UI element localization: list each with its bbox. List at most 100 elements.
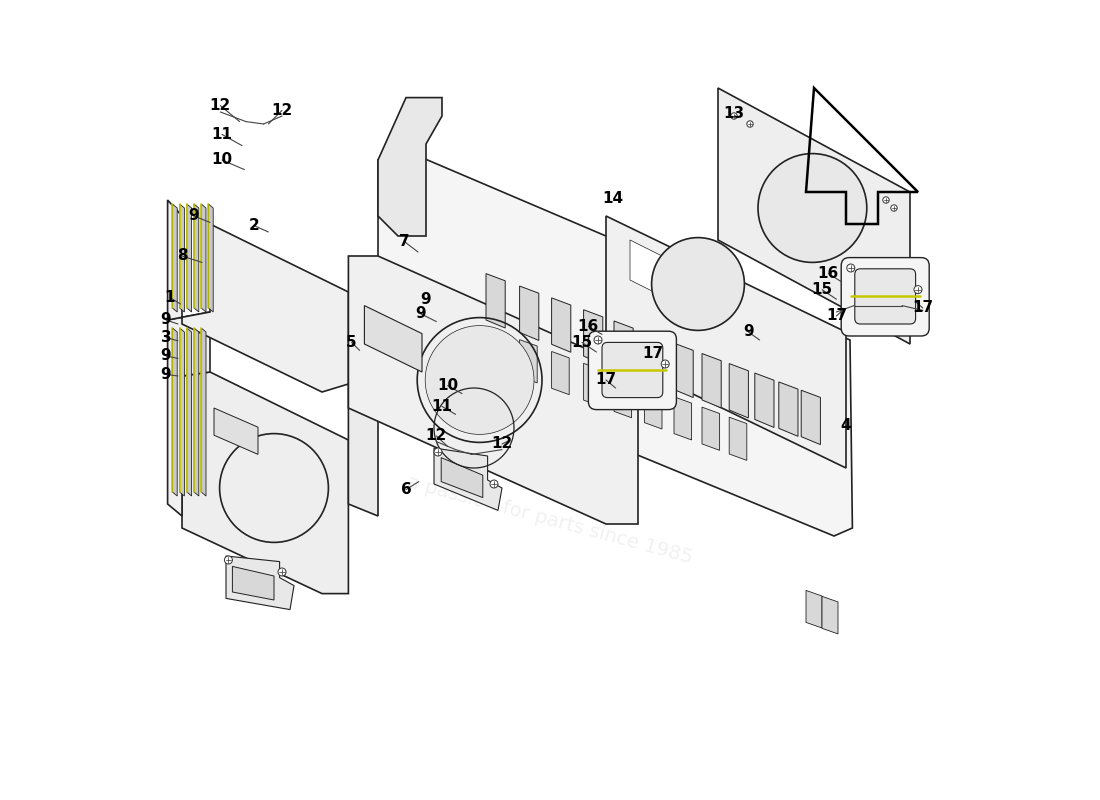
- FancyBboxPatch shape: [602, 342, 663, 398]
- Text: 17: 17: [826, 309, 847, 323]
- Polygon shape: [551, 351, 569, 394]
- Text: 9: 9: [415, 306, 426, 321]
- Polygon shape: [486, 274, 505, 328]
- Polygon shape: [614, 321, 634, 375]
- Polygon shape: [551, 298, 571, 352]
- Circle shape: [891, 205, 898, 211]
- Polygon shape: [729, 417, 747, 460]
- Polygon shape: [674, 343, 693, 398]
- Polygon shape: [702, 354, 722, 408]
- Polygon shape: [179, 328, 185, 496]
- Polygon shape: [167, 312, 210, 516]
- Text: 12: 12: [210, 98, 231, 113]
- Polygon shape: [614, 374, 631, 418]
- Text: 11: 11: [211, 127, 232, 142]
- Text: 13: 13: [724, 106, 745, 121]
- Text: a passion for parts since 1985: a passion for parts since 1985: [405, 473, 695, 567]
- Polygon shape: [486, 327, 504, 370]
- Text: 8: 8: [177, 249, 187, 263]
- Polygon shape: [378, 144, 852, 536]
- Circle shape: [594, 336, 602, 344]
- Polygon shape: [182, 372, 349, 594]
- Polygon shape: [822, 596, 838, 634]
- Circle shape: [747, 121, 754, 127]
- Text: 2: 2: [249, 218, 260, 233]
- Polygon shape: [349, 256, 638, 524]
- Text: 5: 5: [346, 335, 356, 350]
- Text: 15: 15: [812, 282, 833, 297]
- Text: 12: 12: [272, 103, 293, 118]
- Circle shape: [730, 113, 737, 119]
- Polygon shape: [606, 216, 846, 468]
- Polygon shape: [226, 556, 294, 610]
- Text: 3: 3: [161, 330, 172, 345]
- Polygon shape: [519, 286, 539, 341]
- FancyBboxPatch shape: [842, 258, 930, 336]
- FancyBboxPatch shape: [855, 269, 915, 324]
- Text: 15: 15: [571, 335, 593, 350]
- Polygon shape: [194, 204, 199, 312]
- Circle shape: [224, 556, 232, 564]
- Polygon shape: [645, 386, 662, 429]
- Text: 9: 9: [420, 293, 431, 307]
- Polygon shape: [441, 458, 483, 498]
- Circle shape: [758, 154, 867, 262]
- Polygon shape: [187, 328, 191, 496]
- Circle shape: [651, 238, 745, 330]
- Text: eur: eur: [406, 317, 694, 515]
- Polygon shape: [702, 407, 719, 450]
- Polygon shape: [801, 390, 821, 445]
- FancyBboxPatch shape: [588, 331, 676, 410]
- Circle shape: [278, 568, 286, 576]
- Text: 16: 16: [817, 266, 839, 281]
- Polygon shape: [779, 382, 798, 436]
- Polygon shape: [194, 328, 199, 496]
- Polygon shape: [755, 373, 774, 427]
- Text: 10: 10: [211, 153, 232, 167]
- Polygon shape: [201, 204, 206, 312]
- Polygon shape: [674, 397, 692, 440]
- Circle shape: [426, 326, 534, 434]
- Text: 4: 4: [840, 418, 851, 433]
- Text: 17: 17: [595, 373, 617, 387]
- Polygon shape: [584, 363, 602, 406]
- Polygon shape: [349, 384, 378, 516]
- Polygon shape: [179, 204, 185, 312]
- Text: 16: 16: [578, 319, 600, 334]
- Circle shape: [847, 264, 855, 272]
- Polygon shape: [208, 204, 213, 312]
- Polygon shape: [645, 332, 663, 386]
- Circle shape: [490, 480, 498, 488]
- Polygon shape: [201, 328, 206, 496]
- Text: 12: 12: [426, 429, 447, 443]
- Text: 9: 9: [161, 313, 172, 327]
- Text: 9: 9: [744, 325, 754, 339]
- Polygon shape: [167, 200, 349, 392]
- Circle shape: [661, 360, 669, 368]
- Polygon shape: [806, 590, 822, 628]
- Polygon shape: [232, 566, 274, 600]
- Polygon shape: [214, 408, 258, 454]
- Text: 17: 17: [641, 346, 663, 361]
- Polygon shape: [718, 88, 910, 344]
- Text: 9: 9: [161, 349, 172, 363]
- Polygon shape: [187, 204, 191, 312]
- Text: 1: 1: [165, 290, 175, 305]
- Text: 9: 9: [161, 367, 172, 382]
- Text: 7: 7: [399, 234, 409, 249]
- Polygon shape: [519, 340, 537, 383]
- Polygon shape: [434, 448, 502, 510]
- Text: 14: 14: [602, 191, 623, 206]
- Circle shape: [434, 448, 442, 456]
- Text: 6: 6: [400, 482, 411, 497]
- Polygon shape: [630, 240, 670, 300]
- Text: 10: 10: [437, 378, 459, 393]
- Polygon shape: [729, 363, 748, 418]
- Text: 11: 11: [431, 399, 452, 414]
- Text: 9: 9: [189, 209, 199, 223]
- Circle shape: [914, 286, 922, 294]
- Circle shape: [883, 197, 889, 203]
- Polygon shape: [173, 204, 177, 312]
- Text: 12: 12: [492, 437, 513, 451]
- Polygon shape: [584, 310, 603, 364]
